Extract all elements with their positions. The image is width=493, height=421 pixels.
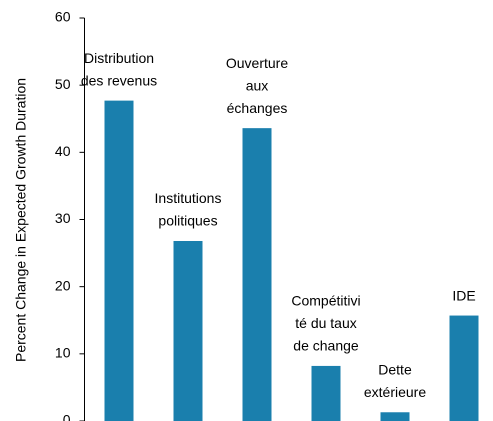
category-label: échanges [227,100,288,116]
y-tick-label: 60 [55,9,71,25]
category-label: té du taux [295,315,357,331]
bar [449,315,479,421]
y-tick-label: 50 [55,76,71,92]
category-label: des revenus [81,72,157,88]
y-tick-label: 30 [55,210,71,226]
bar [173,240,203,421]
category-label: Dette [378,361,412,377]
category-label: Ouverture [226,55,288,71]
y-tick-label: 40 [55,143,71,159]
bar [311,365,341,421]
category-label: Distribution [84,50,154,66]
category-label: extérieure [364,384,426,400]
y-axis-label: Percent Change in Expected Growth Durati… [13,78,29,362]
category-label: IDE [452,287,475,303]
category-label: Institutions [155,190,222,206]
bar [104,100,134,421]
category-label: Compétitivi [291,293,360,309]
y-tick-label: 20 [55,277,71,293]
y-tick-label: 0 [63,412,71,421]
category-label: politiques [158,213,217,229]
bar [242,128,272,421]
y-tick-label: 10 [55,345,71,361]
bar [380,412,410,421]
category-label: de change [293,338,359,354]
category-label: aux [246,77,269,93]
